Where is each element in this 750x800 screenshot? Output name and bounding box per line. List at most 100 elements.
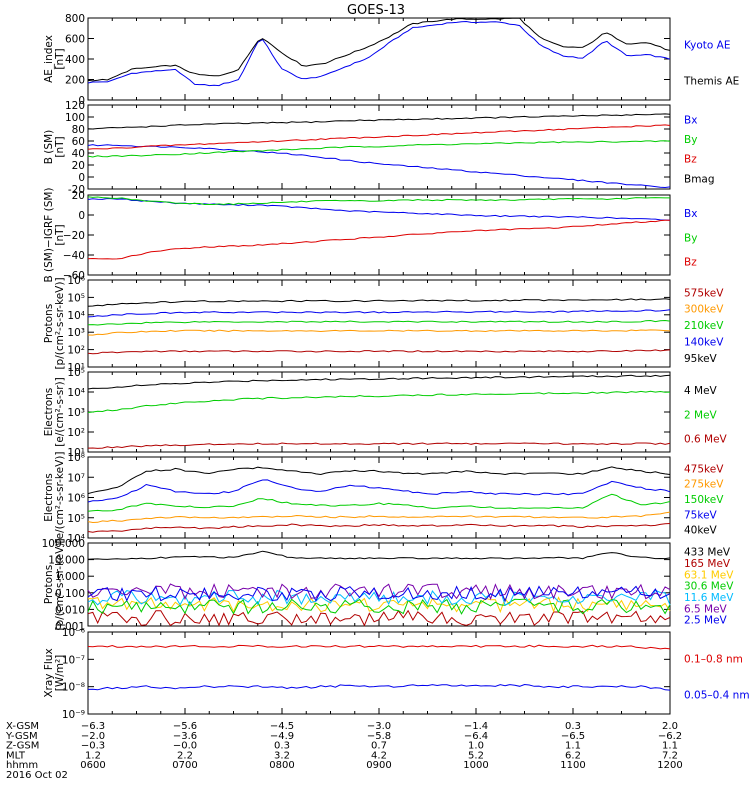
legend-label: 40keV: [684, 525, 718, 537]
y-tick-label: 20: [72, 160, 85, 172]
y-tick-label: 10²: [67, 345, 85, 357]
x-axis-value: 0600: [80, 760, 105, 771]
x-axis-value: 7.2: [662, 750, 678, 761]
series-line-2-mev: [87, 390, 671, 413]
y-tick-label: 20: [72, 190, 85, 202]
x-axis-value: −3.0: [367, 721, 391, 732]
y-tick-label: 40: [72, 148, 85, 160]
y-tick-label: −20: [63, 230, 85, 242]
x-axis-value: −5.6: [173, 721, 197, 732]
x-axis-value: 1.2: [85, 750, 101, 761]
panel-frame: [87, 17, 671, 101]
series-line-0-6-mev: [87, 442, 671, 449]
legend-label: 6.5 MeV: [684, 603, 728, 615]
x-axis-value: 0.3: [274, 741, 290, 752]
y-tick-label: 10⁴: [67, 387, 85, 399]
y-axis-unit: [p/(cm²-s-sr-keV)]: [54, 277, 66, 369]
x-axis-value: 1100: [560, 760, 585, 771]
y-tick-label: 10⁶: [67, 275, 85, 287]
chart-title: GOES-13: [347, 3, 405, 18]
y-tick-label: 0: [78, 95, 85, 107]
y-tick-label: 10⁴: [67, 533, 85, 545]
series-line-433-mev: [87, 550, 671, 560]
legend-label: 475keV: [684, 463, 724, 475]
x-axis-row-label: MLT: [6, 750, 26, 761]
panel-5: 10¹ 10² 10³ 10⁴ 10⁵ Electrons [e/(cm²-s-sr)] 4 …: [43, 367, 728, 459]
y-tick-label: -20: [68, 184, 85, 196]
series-line-bz: [87, 124, 671, 150]
y-axis-unit: [p/(cm²-s-sr-keV)]: [54, 538, 66, 630]
series-line-bx: [87, 197, 671, 221]
legend-label: 11.6 MeV: [684, 592, 734, 604]
x-axis-value: 0700: [172, 760, 197, 771]
legend-label: 2.5 MeV: [684, 615, 728, 627]
x-axis-row-label: Z-GSM: [6, 741, 39, 752]
x-axis-value: 5.2: [468, 750, 484, 761]
series-line-4-mev: [87, 374, 671, 390]
x-axis-value: 2.2: [177, 750, 193, 761]
x-axis-value: −6.4: [464, 731, 488, 742]
series-line-40kev: [87, 466, 671, 495]
y-tick-label: 10⁴: [67, 310, 85, 322]
legend-label: Themis AE: [683, 75, 739, 87]
series-line-bz: [87, 219, 671, 260]
y-tick-label: 10³: [67, 327, 85, 339]
legend-label: 433 MeV: [684, 547, 731, 559]
legend-label: 140keV: [684, 337, 724, 349]
series-line-bmag: [87, 113, 671, 130]
series-line-by: [87, 196, 670, 206]
legend-label: Bz: [684, 154, 697, 166]
panel-6: 10⁴ 10⁵ 10⁶ 10⁷ 10⁸ Electrons [e/(cm²-s-sr-keV…: [43, 452, 724, 545]
y-tick-label: 0.100: [55, 588, 85, 600]
x-axis-value: 4.2: [371, 750, 387, 761]
y-tick-label: 10¹: [67, 362, 85, 374]
series-line-275kev: [87, 511, 671, 524]
y-axis-unit: [nT]: [54, 224, 66, 245]
series-line-kyoto-ae: [87, 20, 671, 87]
y-tick-label: 80: [72, 124, 85, 136]
y-tick-label: 800: [65, 13, 85, 25]
y-tick-label: 1.000: [55, 571, 85, 583]
legend-label: 210keV: [684, 320, 724, 332]
y-tick-label: 10⁵: [67, 367, 85, 379]
series-line-themis-ae: [87, 17, 671, 82]
legend-label: 30.6 MeV: [684, 581, 734, 593]
date-label: 2016 Oct 02: [6, 770, 68, 781]
y-tick-label: 10⁷: [67, 472, 85, 484]
y-axis-label: AE_index: [43, 35, 55, 83]
y-axis-label: Electrons: [43, 388, 55, 437]
y-axis-label: B (SM)−IGRF (SM): [43, 187, 55, 282]
series-line-475kev: [87, 523, 671, 533]
y-tick-label: 0: [78, 172, 85, 184]
legend-label: Bmag: [684, 173, 715, 185]
y-tick-label: 10²: [67, 427, 85, 439]
series-line-by: [87, 140, 671, 158]
x-axis-value: −5.8: [367, 731, 391, 742]
x-axis-value: 0800: [269, 760, 294, 771]
x-axis-value: 0.7: [371, 741, 387, 752]
x-axis-value: −6.2: [658, 731, 682, 742]
series-line-30-6-mev: [87, 598, 671, 615]
y-axis-label: Electrons: [43, 473, 55, 522]
legend-label: 2 MeV: [684, 409, 718, 421]
panel-7: 0.001 0.010 0.100 1.000 10.000 100.000 Protons…: [42, 538, 735, 633]
y-tick-label: 10⁵: [67, 513, 85, 525]
y-tick-label: 600: [65, 34, 85, 46]
x-axis-value: −6.5: [561, 731, 585, 742]
y-tick-label: 10⁻⁹: [62, 709, 85, 721]
x-axis-value: −4.9: [270, 731, 294, 742]
panel-1: 0 200 400 600 800 AE_index [nT] Kyoto AE Themis …: [43, 13, 739, 107]
y-tick-label: 0.001: [55, 621, 85, 633]
y-tick-label: −60: [63, 270, 85, 282]
y-tick-label: 200: [65, 75, 85, 87]
series-line-300kev: [87, 329, 671, 336]
series-line-75kev: [87, 479, 671, 503]
series-line-6-5-mev: [87, 583, 671, 601]
x-axis-value: 1000: [463, 760, 488, 771]
y-axis-label: Protons: [43, 304, 55, 343]
legend-label: 63.1 MeV: [684, 569, 734, 581]
y-tick-label: 10⁸: [67, 452, 85, 464]
series-line-95kev: [87, 298, 671, 307]
legend-label: 150keV: [684, 494, 724, 506]
